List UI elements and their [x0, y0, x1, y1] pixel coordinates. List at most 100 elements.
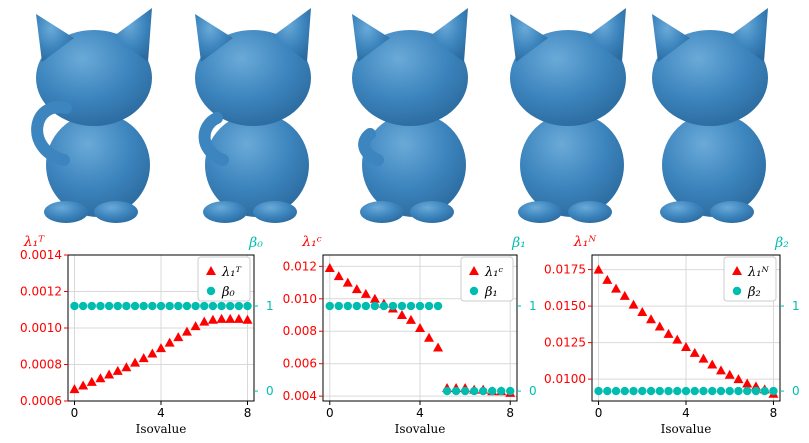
cat-render-1	[31, 8, 152, 223]
data-point-circle	[397, 301, 407, 311]
cat-foot	[660, 201, 704, 223]
data-point-triangle	[663, 328, 674, 338]
data-point-triangle	[707, 359, 718, 369]
data-point-circle	[673, 386, 682, 396]
data-point-circle	[70, 301, 79, 311]
x-tick-label: 8	[506, 406, 514, 420]
chart-panel-1: 0 4 8 Isovalue 0.0006 0.0008 0.0010 0.0012 0.001…	[20, 234, 274, 436]
data-point-circle	[334, 301, 343, 311]
data-point-circle	[415, 301, 425, 311]
y-left-tick-label: 0.0125	[544, 336, 586, 350]
data-point-circle	[769, 386, 778, 396]
data-point-triangle	[424, 332, 435, 342]
data-point-circle	[113, 301, 122, 311]
cat-foot	[518, 201, 562, 223]
data-point-triangle	[742, 378, 753, 388]
data-point-triangle	[593, 264, 604, 274]
data-point-circle	[743, 386, 752, 396]
chart-panel-3: 0 4 8 Isovalue 0.0100 0.0125 0.0150 0.0175 λ₁ᴺ 0 1…	[544, 234, 800, 436]
data-point-circle	[325, 301, 334, 311]
y-left-tick-label: 0.004	[283, 389, 317, 403]
data-point-circle	[603, 386, 612, 396]
cat-head	[652, 30, 768, 126]
cat-foot	[44, 201, 88, 223]
data-point-triangle	[95, 373, 106, 383]
data-point-triangle	[104, 369, 115, 379]
y-left-tick-label: 0.012	[283, 259, 317, 273]
data-point-triangle	[147, 348, 158, 358]
x-axis-label: Isovalue	[395, 422, 446, 436]
cat-foot	[253, 201, 297, 223]
data-point-triangle	[369, 293, 380, 303]
data-point-triangle	[156, 343, 166, 353]
data-point-triangle	[611, 283, 622, 293]
cat-body	[362, 113, 466, 217]
cat-foot	[203, 201, 247, 223]
data-point-circle	[370, 301, 380, 311]
data-point-circle	[122, 301, 131, 311]
data-point-circle	[611, 386, 621, 396]
cat-ear	[273, 8, 311, 62]
data-point-circle	[506, 386, 515, 396]
y-right-axis-label: β₀	[248, 235, 263, 251]
series-2	[70, 301, 252, 311]
x-tick-label: 8	[770, 406, 778, 420]
cat-render-row	[31, 8, 768, 223]
cat-ear	[588, 8, 626, 62]
cat-ear	[652, 14, 690, 62]
data-point-triangle	[433, 342, 444, 352]
data-point-circle	[655, 386, 664, 396]
series-2	[594, 386, 778, 396]
legend-label: β₀	[221, 285, 236, 300]
x-tick-label: 4	[416, 406, 424, 420]
y-right-tick-label: 0	[792, 384, 800, 398]
data-point-circle	[139, 301, 148, 311]
y-left-tick-label: 0.0006	[20, 394, 62, 408]
data-point-triangle	[207, 314, 218, 324]
data-point-circle	[148, 301, 157, 311]
cat-ear	[36, 14, 74, 62]
data-point-circle	[156, 301, 166, 311]
data-point-circle	[96, 301, 105, 311]
y-left-tick-label: 0.008	[283, 324, 317, 338]
data-point-circle	[208, 301, 218, 311]
data-point-circle	[708, 386, 717, 396]
cat-foot	[710, 201, 754, 223]
data-point-circle	[343, 301, 353, 311]
data-point-circle	[388, 301, 398, 311]
y-right-tick-label: 1	[529, 299, 537, 313]
data-point-triangle	[69, 384, 80, 394]
y-right-axis-label: β₁	[511, 235, 526, 251]
data-point-circle	[226, 301, 235, 311]
cat-ear	[114, 8, 152, 62]
data-point-triangle	[333, 271, 344, 281]
data-point-circle	[361, 301, 371, 311]
cat-foot	[360, 201, 404, 223]
cat-render-2	[195, 8, 311, 223]
legend: λ₁ᴺ β₂	[723, 256, 777, 302]
data-point-triangle	[190, 321, 201, 331]
data-point-circle	[620, 386, 629, 396]
data-point-triangle	[121, 362, 132, 372]
data-point-triangle	[351, 284, 362, 294]
data-point-triangle	[619, 290, 630, 300]
data-point-triangle	[225, 313, 236, 323]
x-tick-label: 4	[682, 406, 690, 420]
data-point-triangle	[216, 313, 227, 323]
cat-body	[662, 113, 766, 217]
x-tick-label: 0	[71, 406, 79, 420]
data-point-circle	[451, 386, 461, 396]
data-point-circle	[174, 301, 183, 311]
data-point-triangle	[628, 299, 639, 309]
legend-label: β₁	[484, 285, 498, 300]
cat-body	[205, 113, 309, 217]
legend-triangle-icon	[469, 266, 479, 275]
cat-ear	[195, 14, 233, 62]
data-point-triangle	[415, 323, 425, 332]
cat-foot	[410, 201, 454, 223]
data-point-triangle	[360, 288, 371, 298]
data-point-circle	[352, 301, 362, 311]
data-point-circle	[379, 301, 389, 311]
data-point-circle	[664, 386, 673, 396]
legend: λ₁ᶜ β₁	[460, 256, 514, 302]
